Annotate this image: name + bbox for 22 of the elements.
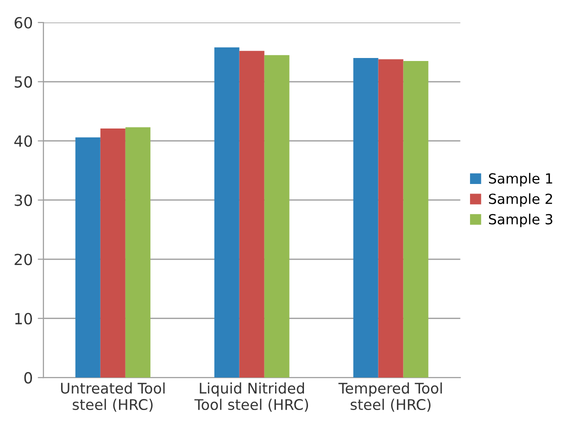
legend-label: Sample 2 (489, 193, 552, 207)
bar (403, 60, 428, 378)
bar (353, 58, 378, 378)
y-tick-label: 30 (14, 194, 32, 206)
bar (125, 127, 150, 378)
bar (239, 50, 264, 378)
x-tick-label: Untreated Tool steel (HRC) (61, 382, 165, 412)
y-tick-label: 50 (14, 76, 32, 88)
bar (264, 55, 290, 378)
bar (378, 59, 404, 378)
bar (100, 128, 126, 378)
y-tick-label: 60 (14, 16, 32, 29)
bar (214, 47, 240, 378)
y-tick-label: 10 (15, 312, 32, 324)
legend-label: Sample 1 (489, 172, 552, 186)
y-tick-label: 20 (14, 254, 32, 266)
x-tick-label: Liquid Nitrided Tool steel (HRC) (194, 382, 308, 412)
x-tick-label: Tempered Tool steel (HRC) (338, 382, 442, 412)
y-tick-label: 0 (24, 372, 32, 384)
bar (75, 137, 100, 378)
y-tick-label: 40 (14, 135, 32, 147)
legend-label: Sample 3 (489, 214, 552, 228)
